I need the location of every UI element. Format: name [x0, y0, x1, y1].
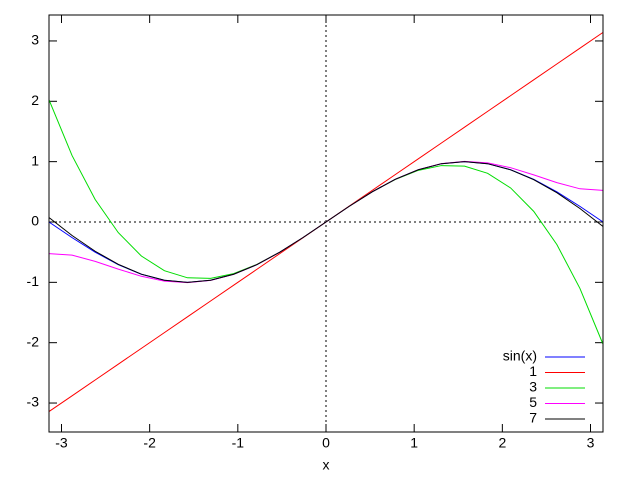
y-tick-label: -3 [27, 394, 40, 410]
x-tick-label: 2 [498, 435, 506, 451]
legend-label: 5 [529, 394, 537, 410]
x-tick-label: -1 [232, 435, 245, 451]
x-tick-label: 1 [410, 435, 418, 451]
x-tick-label: -2 [143, 435, 156, 451]
legend-label: 7 [529, 410, 537, 426]
y-tick-label: 2 [31, 92, 39, 108]
y-tick-label: 0 [31, 213, 39, 229]
x-tick-label: 3 [587, 435, 595, 451]
x-axis-label: x [323, 457, 330, 473]
series-line [48, 161, 604, 283]
y-tick-label: -1 [27, 273, 40, 289]
legend-label: 3 [529, 379, 537, 395]
plot-border [48, 14, 604, 433]
y-tick-label: -2 [27, 333, 40, 349]
legend-label: 1 [529, 363, 537, 379]
y-tick-label: 3 [31, 32, 39, 48]
legend-label: sin(x) [503, 348, 537, 364]
y-tick-label: 1 [31, 152, 39, 168]
x-tick-label: 0 [322, 435, 330, 451]
x-tick-label: -3 [55, 435, 68, 451]
